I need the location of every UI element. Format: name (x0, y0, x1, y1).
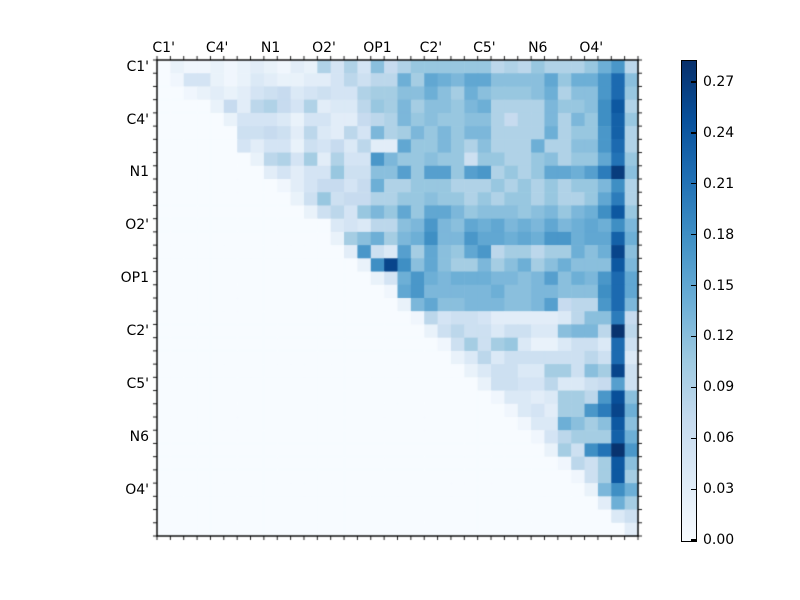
y-tick-label: O2' (125, 217, 149, 234)
colorbar-tick (691, 81, 696, 83)
colorbar-tick-label: 0.15 (703, 277, 735, 294)
colorbar-tick-label: 0.06 (703, 430, 735, 447)
colorbar-tick-label: 0.03 (703, 481, 735, 498)
x-tick-label: N1 (260, 40, 281, 56)
colorbar-tick-label: 0.21 (703, 175, 735, 192)
colorbar-tick (691, 234, 696, 236)
y-tick-label: C4' (126, 111, 149, 128)
x-tick-label: C5' (473, 40, 496, 56)
y-tick-label: O4' (125, 481, 149, 498)
colorbar-tick (691, 335, 696, 338)
colorbar-tick (691, 183, 696, 185)
y-tick-label: C2' (126, 323, 149, 340)
colorbar-tick (691, 539, 696, 541)
colorbar-tick-label: 0.27 (703, 74, 735, 91)
y-tick-label: OP1 (120, 270, 149, 287)
colorbar-tick (691, 386, 696, 388)
y-tick-label: N6 (129, 428, 149, 445)
y-tick-label: C1' (126, 58, 149, 75)
colorbar-tick-label: 0.24 (703, 124, 735, 141)
colorbar-tick (691, 132, 696, 134)
y-tick-label: C5' (126, 375, 149, 392)
x-tick-label: O2' (312, 40, 336, 56)
colorbar-tick-label: 0.12 (703, 328, 735, 345)
colorbar-tick-label: 0.18 (703, 226, 735, 243)
colorbar-tick (691, 437, 696, 439)
x-tick-label: C1' (152, 40, 175, 56)
x-tick-label: O4' (579, 40, 604, 56)
colorbar-tick-label: 0.09 (703, 379, 735, 396)
x-tick-label: C2' (419, 40, 443, 56)
colorbar-tick (691, 488, 696, 490)
colorbar-gradient (681, 60, 697, 542)
heatmap-matrix (147, 50, 648, 546)
x-tick-label: OP1 (363, 40, 392, 56)
x-tick-label: C4' (205, 40, 229, 56)
colorbar-tick (691, 284, 696, 287)
y-tick-label: N1 (129, 164, 149, 181)
x-tick-label: N6 (528, 40, 548, 56)
colorbar-tick-label: 0.00 (703, 532, 735, 548)
